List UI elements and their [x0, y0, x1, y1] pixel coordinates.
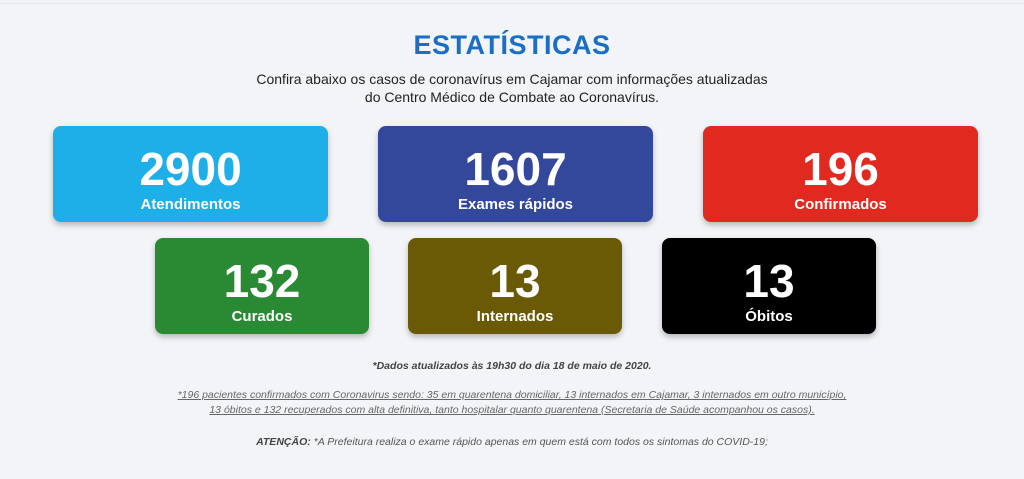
- page-subtitle: Confira abaixo os casos de coronavírus e…: [0, 70, 1024, 106]
- note-line-1: *196 pacientes confirmados com Coronavir…: [177, 389, 847, 401]
- stat-label: Curados: [231, 308, 293, 325]
- stat-card-confirmados: 196 Confirmados: [703, 126, 978, 222]
- stat-value: 132: [223, 255, 301, 307]
- top-divider: [0, 3, 1024, 4]
- stat-label: Atendimentos: [140, 196, 241, 213]
- stat-label: Internados: [476, 308, 554, 325]
- stat-label: Exames rápidos: [457, 196, 574, 213]
- update-timestamp: *Dados atualizados às 19h30 do dia 18 de…: [372, 360, 652, 372]
- stat-card-curados: 132 Curados: [155, 238, 369, 334]
- note-line-2: 13 óbitos e 132 recuperados com alta def…: [209, 404, 815, 416]
- attention-notice: ATENÇÃO: *A Prefeitura realiza o exame r…: [0, 436, 1024, 448]
- cases-breakdown-note: *196 pacientes confirmados com Coronavir…: [0, 388, 1024, 418]
- stat-value: 13: [489, 255, 541, 307]
- attention-label: ATENÇÃO:: [256, 436, 311, 448]
- stat-card-internados: 13 Internados: [408, 238, 622, 334]
- subtitle-line-2: do Centro Médico de Combate ao Coronavír…: [364, 89, 660, 105]
- stat-value: 13: [743, 255, 795, 307]
- subtitle-line-1: Confira abaixo os casos de coronavírus e…: [256, 71, 768, 87]
- stat-card-obitos: 13 Óbitos: [662, 238, 876, 334]
- stat-label: Confirmados: [794, 196, 887, 213]
- page-title: ESTATÍSTICAS: [413, 30, 611, 60]
- stat-value: 2900: [139, 143, 242, 195]
- stat-value: 1607: [464, 143, 567, 195]
- stat-card-exames-rapidos: 1607 Exames rápidos: [378, 126, 653, 222]
- stat-label: Óbitos: [745, 308, 793, 325]
- stat-value: 196: [802, 143, 879, 195]
- stat-card-atendimentos: 2900 Atendimentos: [53, 126, 328, 222]
- attention-text: *A Prefeitura realiza o exame rápido ape…: [310, 436, 768, 448]
